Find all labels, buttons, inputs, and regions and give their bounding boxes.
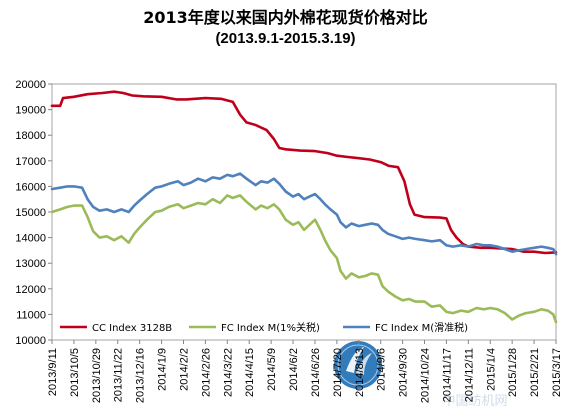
series-line-3: [50, 172, 558, 256]
x-tick-label: 2014/10/24: [420, 348, 432, 403]
x-tick-label: 2014/2/2: [178, 348, 190, 391]
x-tick-label: 2014/5/9: [266, 348, 278, 391]
x-tick-label: 2014/2/26: [200, 348, 212, 397]
x-tick-label: 2013/11/22: [113, 348, 125, 402]
x-tick-label: 2014/9/6: [376, 348, 388, 391]
x-tick-label: 2014/9/30: [398, 348, 410, 397]
y-tick-label: 10000: [15, 335, 46, 347]
y-tick-label: 16000: [15, 181, 46, 193]
series-lines: [50, 90, 558, 324]
x-tick-label: 2015/1/4: [485, 348, 497, 391]
y-tick-label: 14000: [15, 233, 46, 245]
x-tick-label: 2013/12/16: [135, 348, 147, 403]
y-tick-label: 15000: [15, 207, 46, 219]
y-tick-label: 17000: [15, 156, 46, 168]
x-tick-label: 2015/1/28: [507, 348, 519, 397]
legend-label-3: FC Index M(滑准税): [375, 321, 468, 334]
x-tick-label: 2015/3/17: [551, 348, 563, 397]
x-tick-label: 2014/11/17: [441, 348, 453, 402]
x-tick-label: 2013/9/11: [47, 348, 59, 396]
legend: CC Index 3128B FC Index M(1%关税) FC Index M…: [60, 321, 468, 334]
series-line-2: [50, 194, 558, 324]
y-tick-label: 12000: [15, 284, 46, 296]
x-tick-label: 2014/1/9: [157, 348, 169, 391]
x-tick-label: 2014/3/22: [222, 348, 234, 397]
legend-label-2: FC Index M(1%关税): [221, 321, 320, 334]
x-tick-label: 2014/6/26: [310, 348, 322, 397]
watermark-logo-icon: [334, 341, 382, 389]
y-tick-label: 18000: [15, 130, 46, 142]
x-tick-label: 2014/7/20: [332, 348, 344, 397]
watermark: 中国纺机网: [334, 341, 508, 409]
x-tick-label: 2013/10/5: [69, 348, 81, 397]
x-tick-label: 2013/10/29: [91, 348, 103, 403]
x-tick-label: 2014/4/15: [244, 348, 256, 397]
legend-label-1: CC Index 3128B: [92, 323, 172, 334]
axes: 10000 11000 12000 13000 14000 15000 16000 17000…: [15, 79, 563, 403]
series-line-1: [50, 90, 558, 255]
y-tick-label: 13000: [15, 258, 46, 270]
y-tick-label: 19000: [15, 105, 46, 117]
x-tick-label: 2014/6/2: [288, 348, 300, 391]
x-tick-label: 2015/2/21: [529, 348, 541, 397]
watermark-text: 中国纺机网: [442, 394, 507, 409]
chart-title: 2013年度以来国内外棉花现货价格对比: [143, 8, 428, 27]
y-tick-label: 11000: [16, 309, 46, 321]
x-tick-label: 2014/8/13: [354, 348, 366, 397]
chart-subtitle: (2013.9.1-2015.3.19): [215, 30, 356, 47]
y-tick-label: 20000: [15, 79, 46, 91]
x-tick-label: 2014/12/11: [463, 348, 475, 402]
